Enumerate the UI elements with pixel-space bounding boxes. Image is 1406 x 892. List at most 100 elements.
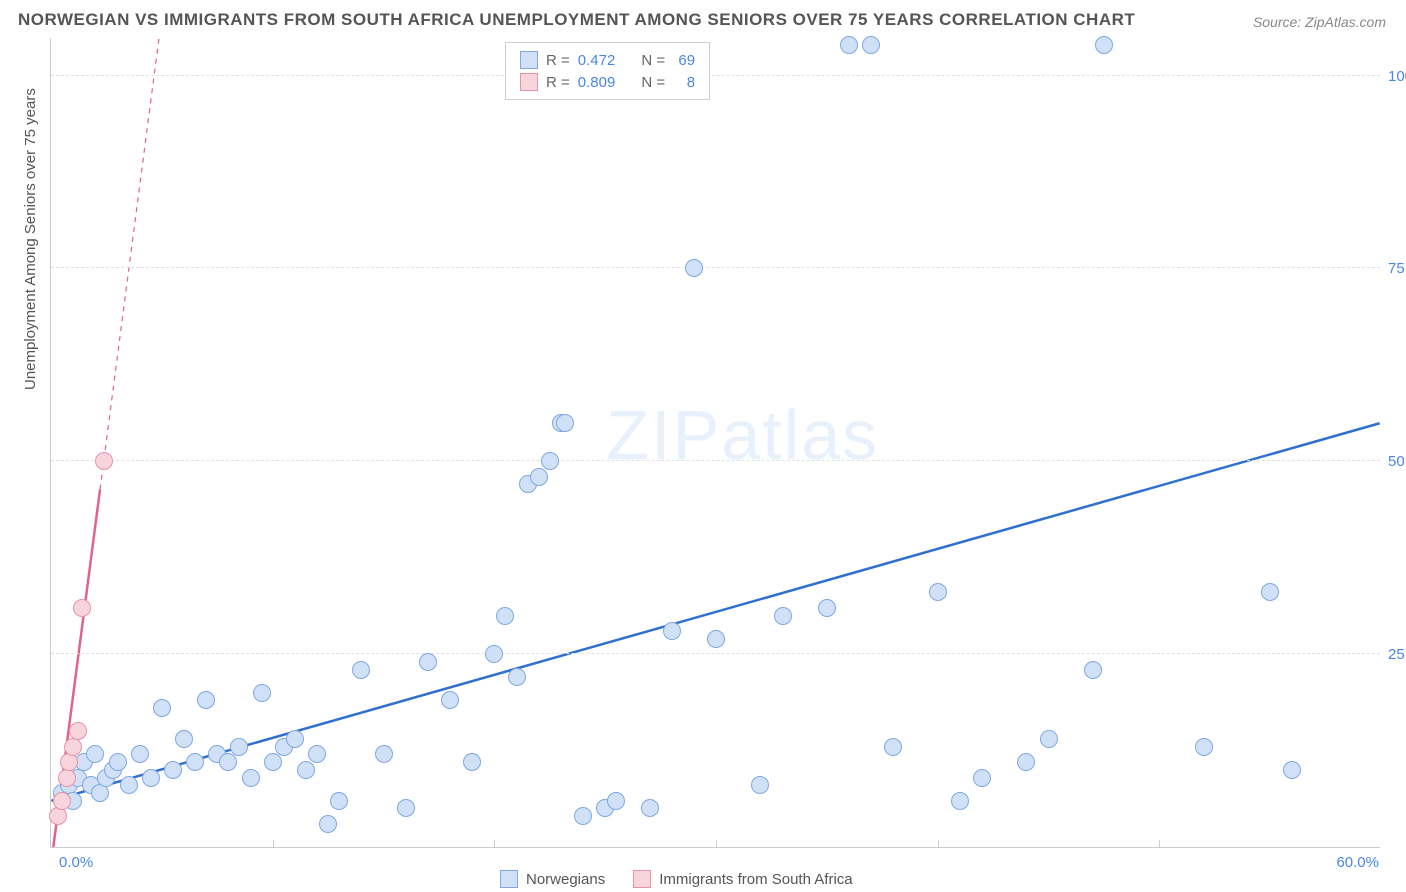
data-point: [862, 36, 880, 54]
data-point: [973, 769, 991, 787]
watermark-text: ZIPatlas: [606, 395, 879, 475]
y-tick-label: 25.0%: [1388, 646, 1406, 663]
r-label: R =: [546, 52, 570, 69]
data-point: [929, 583, 947, 601]
y-tick-label: 75.0%: [1388, 260, 1406, 277]
data-point: [60, 753, 78, 771]
data-point: [230, 738, 248, 756]
data-point: [153, 699, 171, 717]
y-axis-title: Unemployment Among Seniors over 75 years: [22, 88, 39, 390]
data-point: [330, 792, 348, 810]
data-point: [663, 622, 681, 640]
gridline: [51, 653, 1380, 654]
x-tick: [1159, 840, 1160, 848]
data-point: [530, 468, 548, 486]
y-tick-label: 100.0%: [1388, 68, 1406, 85]
data-point: [142, 769, 160, 787]
data-point: [53, 792, 71, 810]
data-point: [840, 36, 858, 54]
chart-title: NORWEGIAN VS IMMIGRANTS FROM SOUTH AFRIC…: [18, 10, 1135, 30]
data-point: [1261, 583, 1279, 601]
correlation-legend: R = 0.472 N = 69 R = 0.809 N = 8: [505, 42, 710, 100]
data-point: [607, 792, 625, 810]
data-point: [297, 761, 315, 779]
data-point: [1283, 761, 1301, 779]
n-value: 8: [673, 74, 695, 91]
source-label: Source: ZipAtlas.com: [1253, 14, 1386, 30]
data-point: [1017, 753, 1035, 771]
data-point: [253, 684, 271, 702]
data-point: [1095, 36, 1113, 54]
data-point: [64, 738, 82, 756]
data-point: [1084, 661, 1102, 679]
n-value: 69: [673, 52, 695, 69]
legend-row: R = 0.809 N = 8: [520, 71, 695, 93]
data-point: [49, 807, 67, 825]
gridline: [51, 267, 1380, 268]
data-point: [109, 753, 127, 771]
chart-plot-area: ZIPatlas 25.0%50.0%75.0%100.0%0.0%60.0%: [50, 38, 1380, 848]
legend-swatch: [520, 73, 538, 91]
n-label: N =: [641, 52, 665, 69]
data-point: [508, 668, 526, 686]
data-point: [58, 769, 76, 787]
series-legend: Norwegians Immigrants from South Africa: [500, 870, 853, 888]
r-value: 0.472: [578, 52, 616, 69]
data-point: [574, 807, 592, 825]
x-tick: [938, 840, 939, 848]
gridline: [51, 75, 1380, 76]
data-point: [264, 753, 282, 771]
data-point: [286, 730, 304, 748]
r-label: R =: [546, 74, 570, 91]
x-min-label: 0.0%: [59, 854, 93, 871]
data-point: [352, 661, 370, 679]
legend-row: R = 0.472 N = 69: [520, 49, 695, 71]
data-point: [641, 799, 659, 817]
x-tick: [273, 840, 274, 848]
data-point: [375, 745, 393, 763]
data-point: [1195, 738, 1213, 756]
regression-line: [51, 423, 1379, 801]
data-point: [707, 630, 725, 648]
data-point: [951, 792, 969, 810]
data-point: [496, 607, 514, 625]
legend-swatch: [633, 870, 651, 888]
data-point: [1040, 730, 1058, 748]
data-point: [95, 452, 113, 470]
data-point: [164, 761, 182, 779]
regression-lines-layer: [51, 38, 1380, 847]
data-point: [197, 691, 215, 709]
data-point: [419, 653, 437, 671]
data-point: [308, 745, 326, 763]
data-point: [73, 599, 91, 617]
data-point: [120, 776, 138, 794]
regression-line-dashed: [100, 38, 184, 489]
data-point: [131, 745, 149, 763]
x-max-label: 60.0%: [1336, 854, 1379, 871]
legend-swatch: [520, 51, 538, 69]
r-value: 0.809: [578, 74, 616, 91]
data-point: [556, 414, 574, 432]
y-tick-label: 50.0%: [1388, 453, 1406, 470]
gridline: [51, 460, 1380, 461]
x-tick: [716, 840, 717, 848]
data-point: [685, 259, 703, 277]
data-point: [86, 745, 104, 763]
data-point: [186, 753, 204, 771]
data-point: [91, 784, 109, 802]
data-point: [441, 691, 459, 709]
data-point: [175, 730, 193, 748]
legend-swatch: [500, 870, 518, 888]
legend-item: Norwegians: [500, 870, 605, 888]
n-label: N =: [641, 74, 665, 91]
data-point: [485, 645, 503, 663]
data-point: [818, 599, 836, 617]
data-point: [69, 722, 87, 740]
data-point: [219, 753, 237, 771]
legend-label: Norwegians: [526, 871, 605, 888]
legend-label: Immigrants from South Africa: [659, 871, 852, 888]
legend-item: Immigrants from South Africa: [633, 870, 852, 888]
x-tick: [494, 840, 495, 848]
data-point: [541, 452, 559, 470]
data-point: [397, 799, 415, 817]
